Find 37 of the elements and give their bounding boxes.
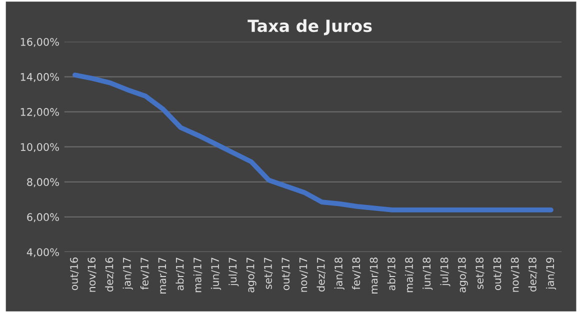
chart-title: Taxa de Juros <box>248 19 372 36</box>
x-tick-label: nov/18 <box>510 258 520 292</box>
x-tick-label: dez/17 <box>316 258 326 292</box>
x-tick-label: nov/17 <box>299 258 308 292</box>
x-tick-label: out/17 <box>282 258 290 290</box>
x-tick-label: fev/18 <box>352 258 361 290</box>
x-tick-label: jan/19 <box>546 258 556 290</box>
x-tick-label: abr/17 <box>176 258 185 290</box>
x-tick-label: jun/18 <box>422 258 433 290</box>
x-tick-label: jul/18 <box>440 258 450 286</box>
x-tick-label: dez/16 <box>105 258 114 292</box>
x-tick-label: set/17 <box>264 258 273 289</box>
line-series <box>72 72 554 212</box>
x-tick-label: dez/18 <box>528 258 538 292</box>
x-tick-label: fev/17 <box>140 258 150 290</box>
y-tick-label: 8,00% <box>27 178 59 188</box>
x-tick-label: mai/17 <box>193 258 202 292</box>
y-tick-label: 14,00% <box>20 73 59 82</box>
x-tick-label: jan/17 <box>122 258 133 290</box>
x-tick-label: mar/18 <box>370 258 379 294</box>
x-tick-label: ago/18 <box>458 258 468 292</box>
y-tick-label: 16,00% <box>20 38 59 47</box>
x-tick-label: jan/18 <box>334 258 344 290</box>
x-tick-label: mar/17 <box>158 258 167 294</box>
y-tick-label: 12,00% <box>20 108 59 117</box>
x-tick-label: nov/16 <box>88 258 96 292</box>
y-tick-label: 4,00% <box>26 248 59 258</box>
y-tick-label: 6,00% <box>27 213 59 222</box>
y-tick-label: 10,00% <box>20 143 59 152</box>
x-tick-label: abr/18 <box>387 258 396 290</box>
x-tick-label: out/18 <box>493 258 502 290</box>
x-tick-label: jul/17 <box>228 258 239 286</box>
x-tick-label: ago/17 <box>246 258 256 292</box>
x-tick-label: out/16 <box>70 258 79 290</box>
x-tick-label: set/18 <box>476 258 484 289</box>
x-tick-label: jun/17 <box>210 258 222 290</box>
x-tick-label: mai/18 <box>404 258 414 292</box>
